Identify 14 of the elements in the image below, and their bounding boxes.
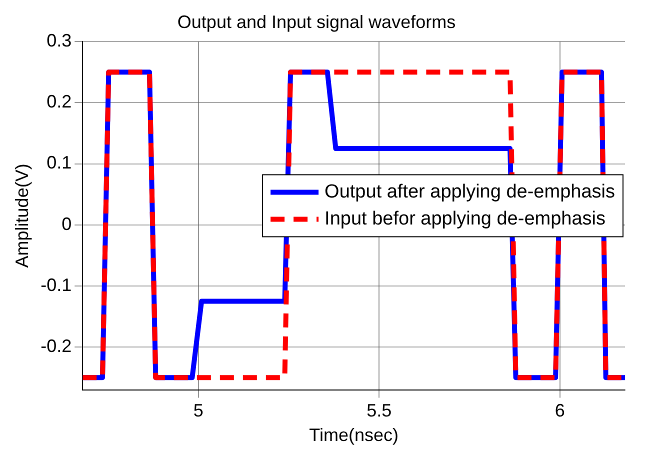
y-tick-label: 0.2 [46,92,72,112]
x-tick-label: 5 [193,400,204,421]
legend-label: Output after applying de-emphasis [324,181,616,202]
y-tick-label: -0.2 [40,336,72,356]
x-tick-label: 6 [554,400,565,421]
y-tick-label: -0.1 [40,274,72,295]
y-axis-title: Amplitude(V) [12,164,32,268]
x-tick-label: 5.5 [366,400,392,421]
x-axis-title: Time(nsec) [309,425,398,446]
chart-title: Output and Input signal waveforms [177,12,456,32]
y-tick-label: 0.3 [46,30,72,51]
legend-label: Input befor applying de-emphasis [324,208,606,230]
y-tick-label: 0 [62,214,72,234]
y-tick-label: 0.1 [46,152,72,173]
